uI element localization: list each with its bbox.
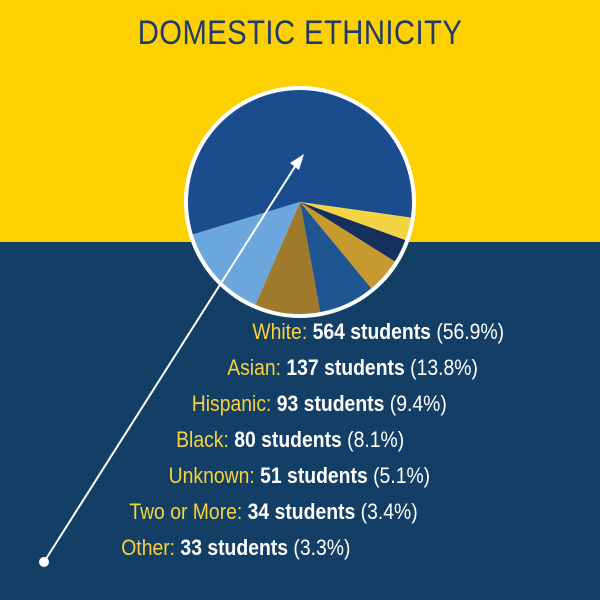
pie-slice-black [300, 202, 372, 313]
pointer-dot [39, 557, 49, 567]
legend-category: White: [252, 319, 313, 344]
legend-category: Unknown: [168, 463, 261, 488]
legend-row-unknown: Unknown: 51 students (5.1%) [169, 462, 430, 490]
legend-percent: (9.4%) [389, 391, 447, 416]
legend-percent: (3.3%) [292, 535, 350, 560]
legend-category: Two or More: [129, 499, 249, 524]
legend-count: 564 students [312, 319, 437, 344]
legend-category: Other: [120, 535, 181, 560]
legend-category: Asian: [227, 355, 287, 380]
legend-row-asian: Asian: 137 students (13.8%) [227, 354, 478, 382]
chart-title: DOMESTIC ETHNICITY [137, 14, 463, 52]
legend-row-other: Other: 33 students (3.3%) [121, 534, 350, 562]
legend-count: 51 students [260, 463, 373, 488]
legend-percent: (56.9%) [436, 319, 504, 344]
pointer-line [43, 164, 297, 563]
legend-category: Hispanic: [192, 391, 278, 416]
pie-slice-unknown [300, 202, 395, 289]
pie-slice-two-or-more [300, 202, 406, 262]
legend-row-two-or-more: Two or More: 34 students (3.4%) [130, 498, 418, 526]
legend-row-hispanic: Hispanic: 93 students (9.4%) [192, 390, 447, 418]
legend-count: 137 students [286, 355, 411, 380]
legend-percent: (13.8%) [410, 355, 478, 380]
pie-slice-asian [192, 202, 300, 305]
legend-percent: (3.4%) [360, 499, 418, 524]
pie-slice-other [300, 202, 411, 241]
legend-count: 33 students [180, 535, 293, 560]
legend-count: 93 students [277, 391, 390, 416]
legend-row-black: Black: 80 students (8.1%) [176, 426, 404, 454]
legend-category: Black: [175, 427, 235, 452]
legend-percent: (5.1%) [372, 463, 430, 488]
legend-count: 34 students [248, 499, 361, 524]
legend-row-white: White: 564 students (56.9%) [252, 318, 504, 346]
legend-count: 80 students [234, 427, 347, 452]
pie-slice-hispanic [255, 202, 321, 314]
pointer-arrowhead [290, 154, 304, 170]
legend-percent: (8.1%) [346, 427, 404, 452]
